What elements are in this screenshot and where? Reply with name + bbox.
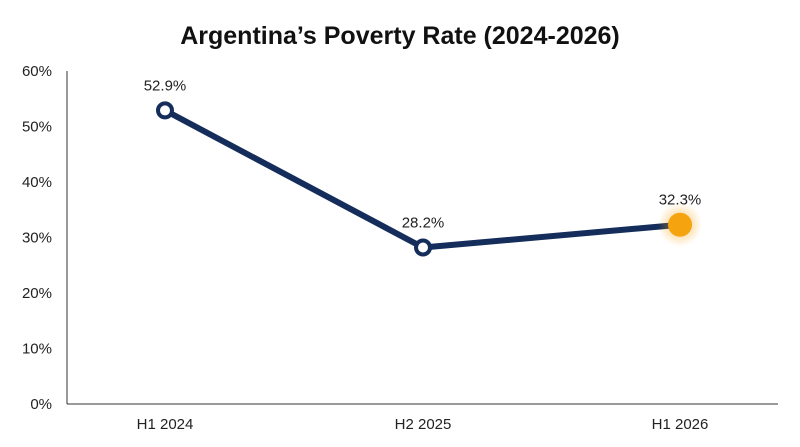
data-point <box>414 238 432 257</box>
x-axis: H1 2024 H2 2025 H1 2026 <box>67 403 778 433</box>
data-label: 52.9% <box>144 77 187 94</box>
y-tick-label: 0% <box>30 396 52 413</box>
data-point <box>156 101 174 120</box>
data-points <box>156 101 702 257</box>
data-point-highlight <box>668 212 692 237</box>
data-label: 28.2% <box>402 214 445 231</box>
y-tick-label: 40% <box>22 174 52 191</box>
y-axis: 0% 10% 20% 30% 40% 50% 60% <box>22 63 68 413</box>
x-tick-label: H1 2024 <box>137 416 194 433</box>
x-tick-label: H2 2025 <box>395 416 452 433</box>
y-tick-label: 60% <box>22 63 52 80</box>
y-tick-label: 50% <box>22 119 52 136</box>
data-label: 32.3% <box>659 192 702 209</box>
data-labels: 52.9% 28.2% 32.3% <box>144 77 702 231</box>
y-tick-label: 10% <box>22 341 52 358</box>
x-tick-label: H1 2026 <box>652 416 709 433</box>
y-tick-label: 30% <box>22 230 52 247</box>
chart-title: Argentina’s Poverty Rate (2024-2026) <box>180 22 620 50</box>
y-tick-label: 20% <box>22 285 52 302</box>
